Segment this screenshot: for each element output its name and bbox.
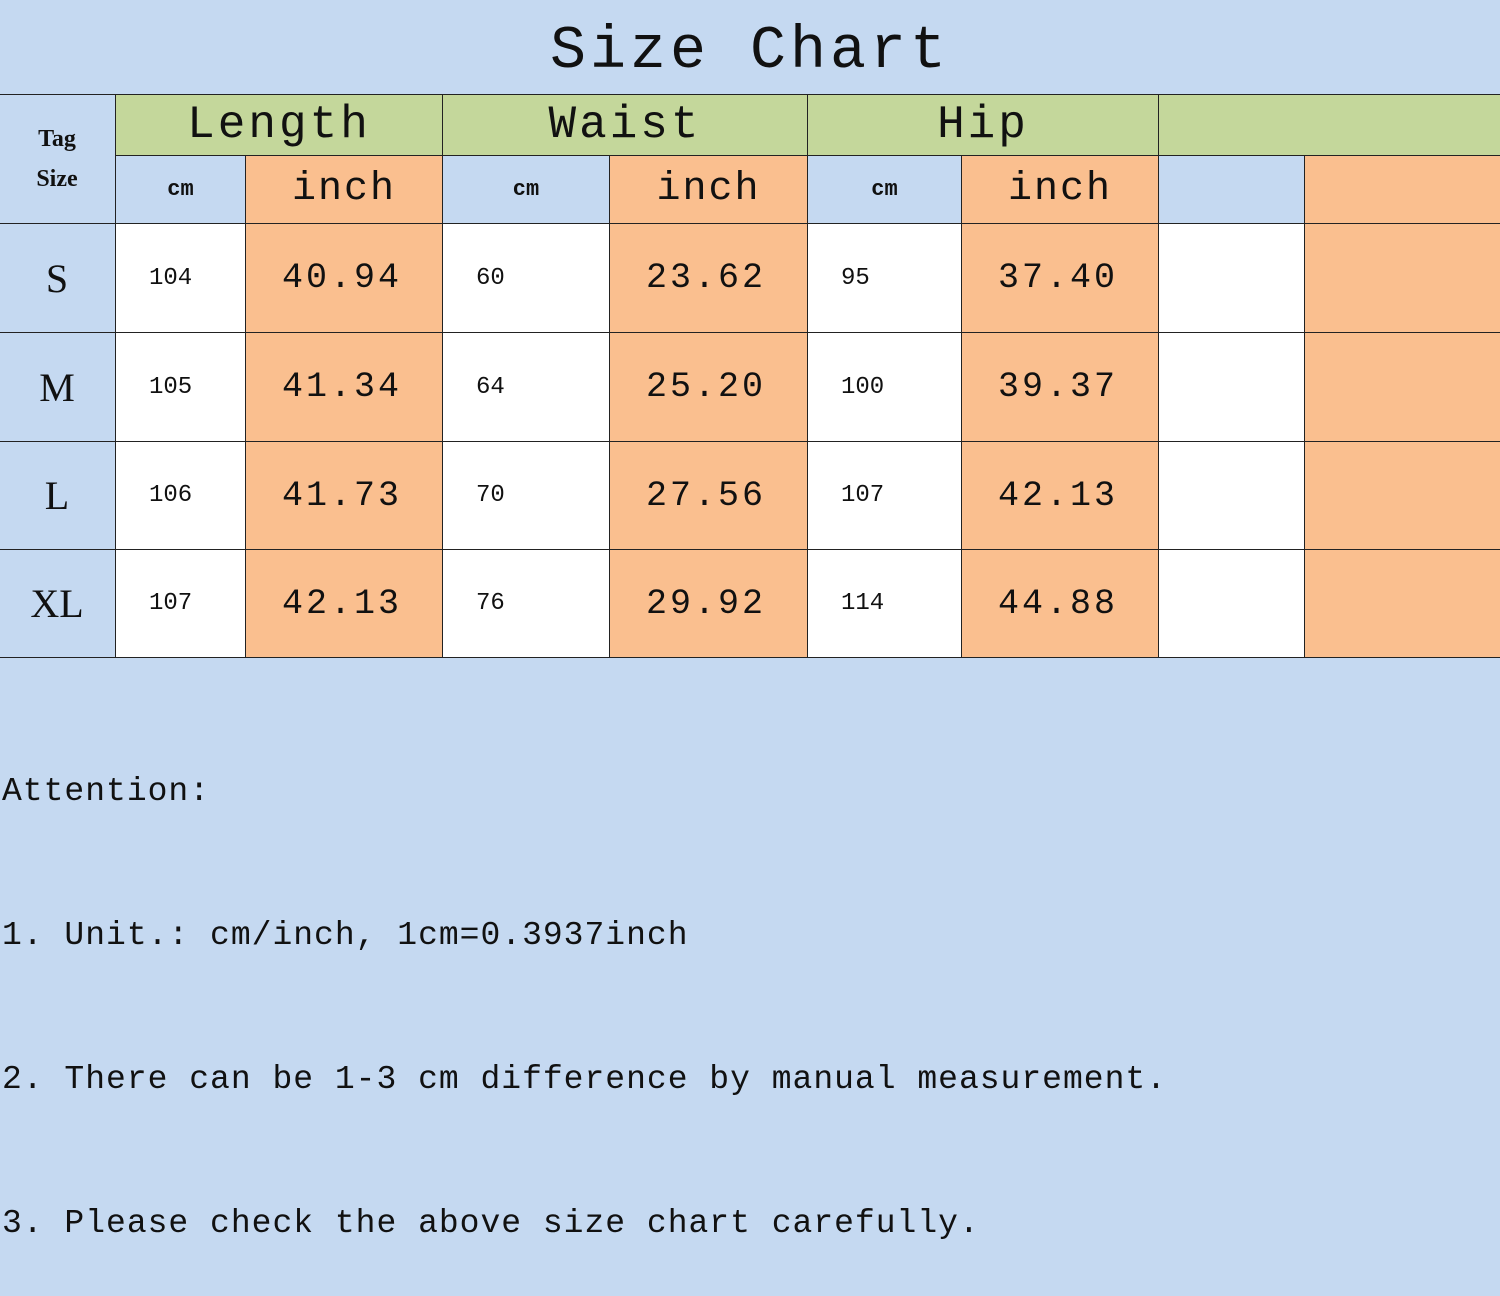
inch-value: 23.62 (609, 223, 808, 333)
empty-cell (1158, 549, 1305, 658)
unit-header: cm (115, 155, 246, 224)
unit-header: inch (609, 155, 808, 224)
inch-value: 25.20 (609, 332, 808, 442)
cm-value: 106 (115, 441, 246, 550)
cm-value: 107 (807, 441, 962, 550)
corner-cell: Tag Size (0, 94, 116, 224)
empty-cell (1304, 332, 1500, 442)
size-label: XL (0, 549, 116, 658)
inch-value: 40.94 (245, 223, 443, 333)
cm-value: 76 (442, 549, 610, 658)
cm-value: 114 (807, 549, 962, 658)
inch-value: 42.13 (961, 441, 1159, 550)
cm-value: 64 (442, 332, 610, 442)
group-header: Length (115, 94, 443, 156)
empty-unit (1304, 155, 1500, 224)
inch-value: 41.34 (245, 332, 443, 442)
empty-cell (1158, 441, 1305, 550)
cm-value: 95 (807, 223, 962, 333)
empty-cell (1158, 223, 1305, 333)
cm-value: 70 (442, 441, 610, 550)
notes-heading: Attention: (2, 773, 211, 810)
page: Size Chart Tag Size Length Waist Hip cm inch c… (0, 18, 1500, 1242)
inch-value: 29.92 (609, 549, 808, 658)
size-label: S (0, 223, 116, 333)
size-label: L (0, 441, 116, 550)
unit-header: inch (245, 155, 443, 224)
note: 2. There can be 1-3 cm difference by man… (2, 1061, 1167, 1098)
cm-value: 107 (115, 549, 246, 658)
group-header: Waist (442, 94, 808, 156)
unit-header: cm (807, 155, 962, 224)
note: 1. Unit.: cm/inch, 1cm=0.3937inch (2, 917, 689, 954)
inch-value: 37.40 (961, 223, 1159, 333)
size-label: M (0, 332, 116, 442)
group-header: Hip (807, 94, 1159, 156)
unit-header: inch (961, 155, 1159, 224)
empty-cell (1304, 441, 1500, 550)
inch-value: 41.73 (245, 441, 443, 550)
empty-cell (1158, 332, 1305, 442)
cm-value: 60 (442, 223, 610, 333)
empty-header (1158, 94, 1500, 156)
inch-value: 39.37 (961, 332, 1159, 442)
empty-cell (1304, 223, 1500, 333)
empty-cell (1304, 549, 1500, 658)
inch-value: 42.13 (245, 549, 443, 658)
title: Size Chart (549, 18, 951, 86)
notes: Attention: 1. Unit.: cm/inch, 1cm=0.3937… (2, 672, 1167, 1296)
unit-header: cm (442, 155, 610, 224)
inch-value: 44.88 (961, 549, 1159, 658)
cm-value: 105 (115, 332, 246, 442)
inch-value: 27.56 (609, 441, 808, 550)
cm-value: 100 (807, 332, 962, 442)
cm-value: 104 (115, 223, 246, 333)
empty-unit (1158, 155, 1305, 224)
note: 3. Please check the above size chart car… (2, 1205, 980, 1242)
